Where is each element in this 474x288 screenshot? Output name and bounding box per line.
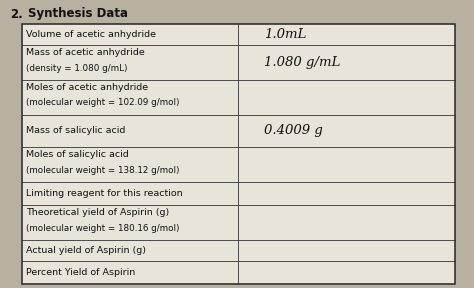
Text: (molecular weight = 102.09 g/mol): (molecular weight = 102.09 g/mol)	[26, 98, 180, 107]
Text: Mass of salicylic acid: Mass of salicylic acid	[26, 126, 126, 135]
Text: (molecular weight = 180.16 g/mol): (molecular weight = 180.16 g/mol)	[26, 224, 180, 233]
Text: Mass of acetic anhydride: Mass of acetic anhydride	[26, 48, 145, 57]
Text: Actual yield of Aspirin (g): Actual yield of Aspirin (g)	[26, 246, 146, 255]
Text: Theoretical yield of Aspirin (g): Theoretical yield of Aspirin (g)	[26, 208, 169, 217]
Text: 1.080 g/mL: 1.080 g/mL	[264, 56, 341, 69]
Text: Moles of acetic anhydride: Moles of acetic anhydride	[26, 83, 148, 92]
Text: 1.0mL: 1.0mL	[264, 28, 307, 41]
Text: Limiting reagent for this reaction: Limiting reagent for this reaction	[26, 189, 182, 198]
Text: 0.4009 g: 0.4009 g	[264, 124, 323, 137]
Text: (density = 1.080 g/mL): (density = 1.080 g/mL)	[26, 64, 128, 73]
Text: Synthesis Data: Synthesis Data	[28, 7, 128, 20]
Text: Percent Yield of Aspirin: Percent Yield of Aspirin	[26, 268, 135, 277]
Text: Moles of salicylic acid: Moles of salicylic acid	[26, 150, 129, 159]
Text: Volume of acetic anhydride: Volume of acetic anhydride	[26, 30, 156, 39]
Text: (molecular weight = 138.12 g/mol): (molecular weight = 138.12 g/mol)	[26, 166, 180, 175]
Text: 2.: 2.	[10, 7, 23, 20]
